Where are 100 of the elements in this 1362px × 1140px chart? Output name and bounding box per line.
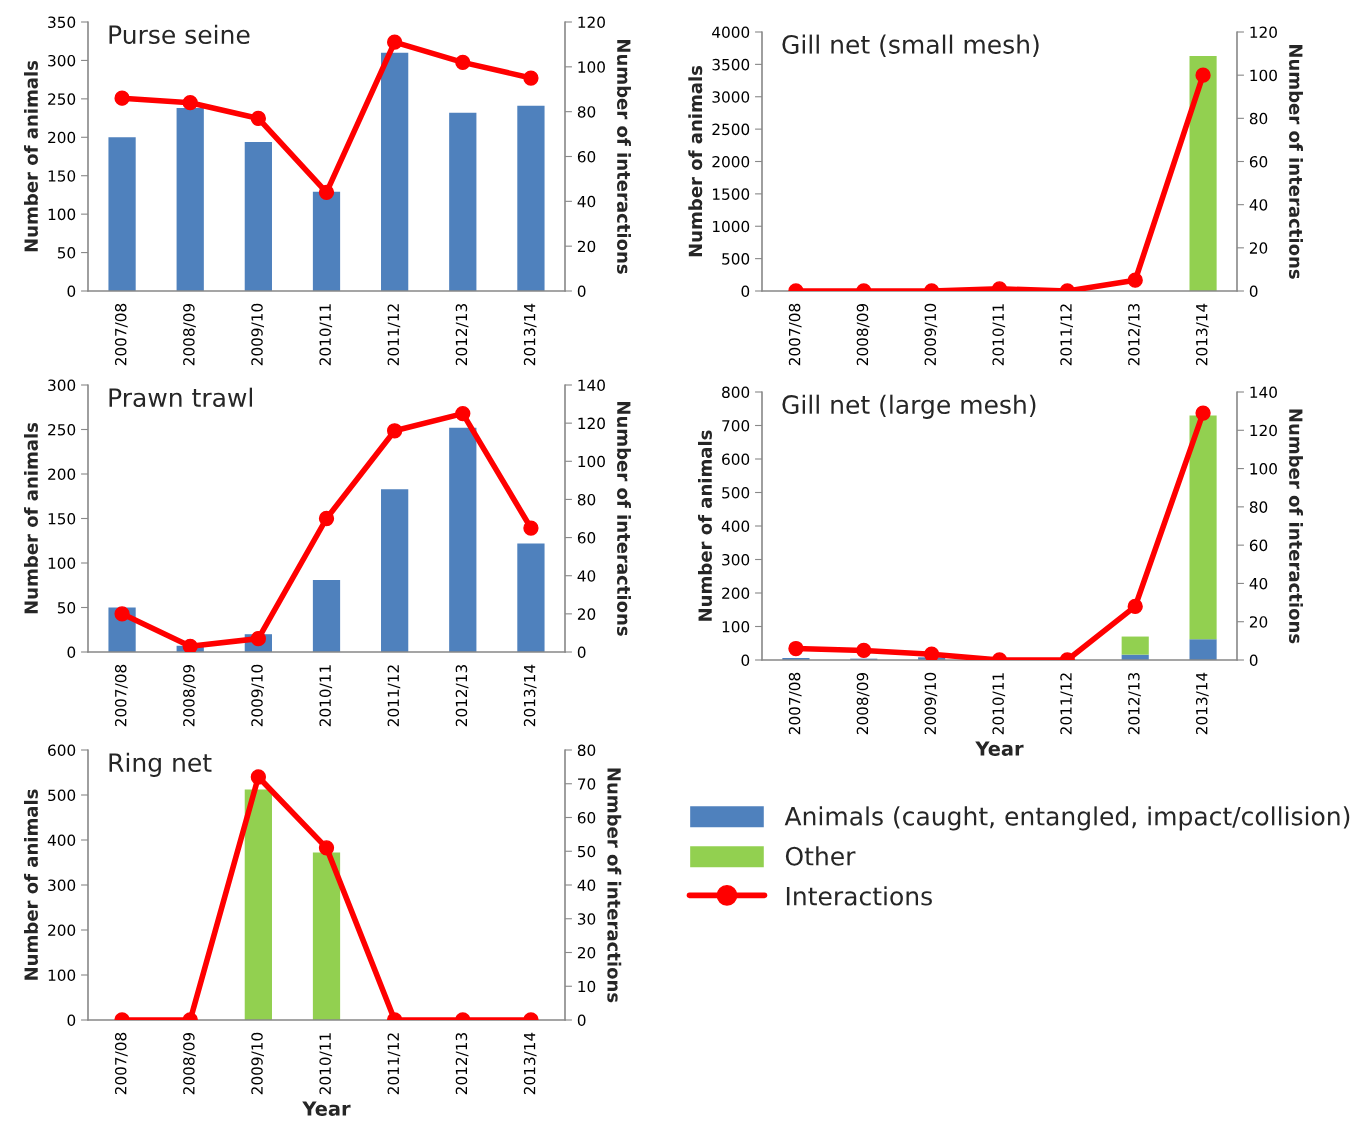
x-tick-label: 2007/08 (788, 303, 802, 366)
y-tick-label: 150 (48, 512, 76, 525)
y2-tick-label: 80 (577, 106, 596, 118)
y2-tick-label: 80 (577, 744, 596, 757)
y2-tick-label: 40 (1249, 577, 1268, 590)
y-tick-label: 50 (57, 601, 76, 614)
y2-tick-label: 60 (1249, 155, 1268, 168)
y-tick-label: 200 (48, 468, 76, 481)
chart-title: Prawn trawl (109, 387, 252, 408)
chart-title: Ring net (109, 752, 212, 777)
x-tick-label: 2011/12 (387, 304, 401, 366)
y2-tick-label: 80 (1249, 112, 1268, 125)
x-tick-label: 2010/11 (319, 1033, 333, 1095)
x-tick-label: 2007/08 (114, 664, 128, 727)
y2-tick-label: 60 (577, 532, 596, 544)
y2-tick-label: 20 (577, 946, 596, 959)
y-axis-title: Number of animals (24, 422, 38, 614)
y-tick-label: 200 (48, 924, 76, 937)
y2-tick-label: 10 (578, 980, 596, 993)
y-tick-label: 300 (722, 553, 750, 566)
y-axis-title: Number of animals (24, 60, 38, 252)
legend-label: Interactions (786, 886, 932, 906)
legend-label: Animals (caught, entangled, impact/collision) (784, 806, 1350, 831)
y-tick-label: 500 (722, 486, 750, 499)
x-tick-label: 2013/14 (1195, 672, 1209, 735)
y-tick-label: 100 (48, 557, 76, 570)
x-axis-title: Year (302, 1101, 351, 1116)
chart-title: Purse seine (109, 24, 250, 45)
y-tick-label: 800 (722, 386, 750, 399)
y2-tick-label: 140 (578, 379, 605, 392)
x-tick-label: 2007/08 (788, 672, 802, 735)
y2-tick-label: 120 (1250, 26, 1277, 39)
y-axis-title: Number of animals (24, 789, 38, 980)
y-tick-label: 150 (48, 170, 76, 182)
y2-tick-label: 20 (1249, 616, 1268, 628)
x-tick-label: 2008/09 (183, 664, 196, 727)
y-tick-label: 400 (721, 520, 750, 533)
y2-tick-label: 40 (577, 570, 596, 582)
y2-tick-label: 0 (577, 285, 586, 298)
y-tick-label: 250 (48, 423, 76, 436)
y2-axis-title: Number of interactions (1288, 409, 1303, 644)
y2-axis-title: Number of interactions (607, 768, 622, 1003)
x-tick-label: 2010/11 (992, 304, 1006, 366)
y-tick-label: 0 (67, 1014, 76, 1027)
legend-label: Other (785, 846, 856, 866)
y-tick-label: 300 (48, 879, 76, 892)
y-tick-label: 100 (722, 620, 750, 633)
x-tick-label: 2008/09 (183, 1032, 196, 1095)
y-tick-label: 4000 (712, 26, 750, 39)
y-tick-label: 0 (67, 646, 76, 659)
y2-tick-label: 120 (578, 16, 605, 29)
y-tick-label: 0 (741, 285, 750, 298)
y-axis-title: Number of animals (688, 65, 703, 257)
y-tick-label: 200 (722, 587, 750, 600)
x-tick-label: 2012/13 (1128, 304, 1141, 366)
x-tick-label: 2013/14 (523, 664, 537, 727)
y-tick-label: 1000 (712, 220, 750, 233)
y2-axis-title: Number of interactions (616, 402, 631, 636)
x-tick-label: 2007/08 (114, 1032, 128, 1095)
x-axis-title: Year (975, 741, 1024, 756)
x-tick-label: 2010/11 (319, 304, 333, 366)
y-tick-label: 300 (48, 379, 76, 392)
x-tick-label: 2013/14 (523, 1032, 537, 1095)
x-tick-label: 2013/14 (523, 303, 537, 366)
y-tick-label: 0 (741, 654, 750, 667)
y2-tick-label: 120 (578, 417, 605, 430)
y2-tick-label: 140 (1250, 386, 1277, 399)
x-tick-label: 2009/10 (251, 664, 264, 727)
y-tick-label: 500 (48, 789, 76, 802)
y2-tick-label: 70 (578, 778, 596, 790)
y-tick-label: 50 (57, 247, 76, 259)
y-tick-label: 700 (722, 419, 750, 432)
y2-tick-label: 120 (1250, 424, 1277, 437)
y2-tick-label: 0 (577, 1014, 586, 1027)
x-tick-label: 2012/13 (1128, 673, 1141, 735)
y-tick-label: 600 (48, 744, 76, 757)
chart-title: Gill net (small mesh) (782, 34, 1039, 57)
y2-tick-label: 100 (578, 455, 605, 468)
y-tick-label: 300 (48, 54, 76, 67)
y-tick-label: 400 (47, 834, 76, 847)
x-tick-label: 2011/12 (387, 1033, 401, 1095)
y-axis-title: Number of animals (698, 430, 712, 621)
y2-tick-label: 40 (1249, 199, 1268, 211)
y2-tick-label: 0 (1249, 654, 1258, 667)
y2-tick-label: 80 (577, 493, 596, 506)
y2-tick-label: 0 (1249, 285, 1258, 298)
y2-tick-label: 30 (577, 913, 596, 925)
y-tick-label: 200 (48, 131, 76, 144)
y2-tick-label: 20 (577, 240, 596, 253)
y2-tick-label: 20 (577, 608, 596, 620)
y-tick-label: 2500 (712, 123, 750, 136)
y-tick-label: 3000 (712, 91, 750, 103)
x-tick-label: 2011/12 (1060, 304, 1073, 366)
x-tick-label: 2007/08 (114, 303, 128, 366)
x-tick-label: 2008/09 (856, 672, 870, 735)
x-tick-label: 2012/13 (455, 1033, 469, 1095)
y-tick-label: 100 (48, 208, 76, 221)
x-tick-label: 2008/09 (856, 303, 870, 366)
y-tick-label: 2000 (712, 155, 750, 168)
y-tick-label: 0 (67, 285, 76, 298)
